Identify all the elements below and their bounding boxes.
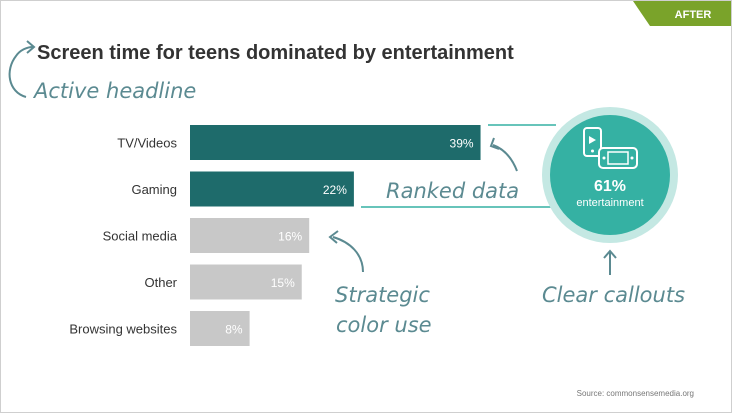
phone-icon <box>583 127 602 157</box>
game-console-icon <box>598 147 638 169</box>
source-note: Source: commonsensemedia.org <box>577 389 694 398</box>
headline-arrow-head <box>26 40 36 54</box>
annotation-color-line2: color use <box>336 313 432 337</box>
data-label-4: 8% <box>225 323 243 337</box>
ranked-arrow-head <box>489 137 500 150</box>
after-tag <box>633 1 731 26</box>
category-label-3: Other <box>144 275 177 290</box>
callout-circle <box>550 115 670 235</box>
annotation-headline: Active headline <box>32 79 196 103</box>
bar-4 <box>190 311 250 346</box>
color-arrow-head <box>328 230 339 244</box>
category-label-4: Browsing websites <box>69 322 177 337</box>
headline-arrow <box>8 46 34 98</box>
bar-2 <box>190 218 310 253</box>
after-tag-label: AFTER <box>675 9 712 21</box>
annotation-ranked: Ranked data <box>386 179 519 203</box>
category-label-1: Gaming <box>131 182 177 197</box>
callout-value: 61% <box>594 178 626 195</box>
data-label-1: 22% <box>323 183 347 197</box>
bar-series: TV/Videos 39% Gaming 22% Social media 16% Othe… <box>69 125 481 346</box>
page-title: Screen time for teens dominated by enter… <box>37 42 514 64</box>
ranked-arrow <box>492 144 518 172</box>
color-arrow <box>332 236 364 273</box>
data-label-2: 16% <box>278 230 302 244</box>
annotation-color-line1: Strategic <box>335 283 430 307</box>
data-label-3: 15% <box>271 276 295 290</box>
callout-arrow-head <box>603 249 617 259</box>
callout-label: entertainment <box>576 197 643 209</box>
bar-0 <box>190 125 481 160</box>
data-label-0: 39% <box>450 137 474 151</box>
bar-1 <box>190 171 354 207</box>
bar-3 <box>190 264 302 300</box>
category-label-0: TV/Videos <box>117 136 177 151</box>
annotation-callouts: Clear callouts <box>542 283 685 307</box>
category-label-2: Social media <box>103 229 178 244</box>
